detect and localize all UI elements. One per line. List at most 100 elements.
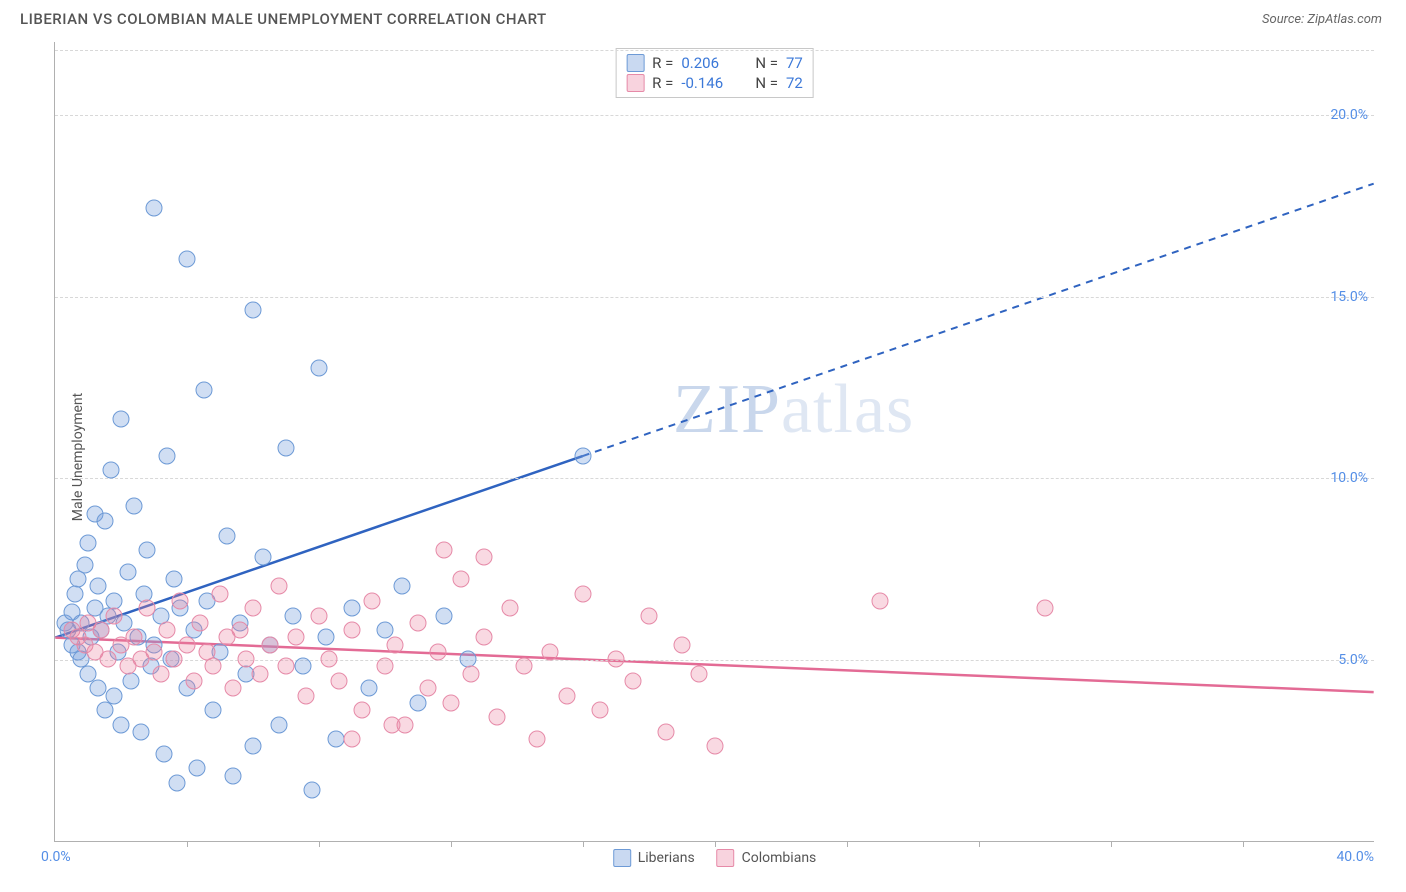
data-point (251, 665, 268, 682)
data-point (122, 673, 139, 690)
legend-swatch (613, 849, 631, 867)
data-point (218, 527, 235, 544)
data-point (106, 687, 123, 704)
data-point (429, 643, 446, 660)
x-tick (187, 841, 188, 847)
data-point (476, 549, 493, 566)
data-point (344, 622, 361, 639)
gridline (55, 478, 1374, 479)
data-point (245, 302, 262, 319)
data-point (155, 745, 172, 762)
data-point (212, 585, 229, 602)
data-point (159, 622, 176, 639)
legend-item: Liberians (613, 849, 695, 867)
n-label: N = (755, 74, 778, 92)
x-tick (715, 841, 716, 847)
data-point (245, 600, 262, 617)
source-label: Source: ZipAtlas.com (1262, 12, 1382, 27)
data-point (66, 585, 83, 602)
data-point (93, 622, 110, 639)
data-point (271, 716, 288, 733)
data-point (489, 709, 506, 726)
data-point (360, 680, 377, 697)
r-value: 0.206 (681, 54, 741, 72)
data-point (419, 680, 436, 697)
data-point (195, 382, 212, 399)
data-point (502, 600, 519, 617)
data-point (113, 716, 130, 733)
data-point (80, 534, 97, 551)
header: LIBERIAN VS COLOMBIAN MALE UNEMPLOYMENT … (0, 0, 1406, 34)
data-point (386, 636, 403, 653)
legend-series: Liberians Colombians (613, 849, 817, 867)
gridline (55, 115, 1374, 116)
data-point (690, 665, 707, 682)
legend-swatch (717, 849, 735, 867)
data-point (410, 694, 427, 711)
data-point (172, 593, 189, 610)
y-tick-label: 20.0% (1330, 107, 1368, 123)
x-tick (847, 841, 848, 847)
y-tick-label: 10.0% (1330, 470, 1368, 486)
x-tick (319, 841, 320, 847)
n-value: 72 (786, 74, 803, 92)
data-point (575, 585, 592, 602)
data-point (188, 760, 205, 777)
data-point (575, 447, 592, 464)
data-point (436, 542, 453, 559)
data-point (126, 498, 143, 515)
data-point (674, 636, 691, 653)
data-point (254, 549, 271, 566)
data-point (89, 578, 106, 595)
data-point (179, 251, 196, 268)
r-label: R = (652, 74, 673, 92)
data-point (311, 607, 328, 624)
data-point (1037, 600, 1054, 617)
data-point (205, 658, 222, 675)
data-point (96, 702, 113, 719)
chart-area: Male Unemployment ZIPatlas R = 0.206 N =… (20, 42, 1386, 872)
data-point (238, 651, 255, 668)
data-point (297, 687, 314, 704)
data-point (327, 731, 344, 748)
x-tick (583, 841, 584, 847)
legend-stats: R = 0.206 N = 77 R = -0.146 N = 72 (615, 48, 814, 98)
r-value: -0.146 (681, 74, 741, 92)
data-point (146, 643, 163, 660)
data-point (271, 578, 288, 595)
legend-label: Liberians (638, 850, 695, 866)
legend-label: Colombians (742, 850, 817, 866)
data-point (707, 738, 724, 755)
data-point (304, 782, 321, 799)
data-point (106, 607, 123, 624)
trend-lines (55, 42, 1374, 841)
data-point (99, 651, 116, 668)
data-point (353, 702, 370, 719)
data-point (462, 665, 479, 682)
n-label: N = (755, 54, 778, 72)
x-max-label: 40.0% (1336, 849, 1374, 865)
data-point (76, 556, 93, 573)
legend-item: Colombians (717, 849, 817, 867)
data-point (528, 731, 545, 748)
data-point (515, 658, 532, 675)
data-point (192, 614, 209, 631)
data-point (278, 658, 295, 675)
y-tick-label: 15.0% (1330, 289, 1368, 305)
data-point (205, 702, 222, 719)
x-tick (979, 841, 980, 847)
data-point (287, 629, 304, 646)
data-point (436, 607, 453, 624)
data-point (542, 643, 559, 660)
data-point (185, 673, 202, 690)
data-point (126, 629, 143, 646)
data-point (476, 629, 493, 646)
data-point (146, 200, 163, 217)
data-point (179, 636, 196, 653)
data-point (383, 716, 400, 733)
data-point (231, 622, 248, 639)
data-point (317, 629, 334, 646)
data-point (132, 723, 149, 740)
data-point (169, 774, 186, 791)
legend-swatch (626, 54, 644, 72)
